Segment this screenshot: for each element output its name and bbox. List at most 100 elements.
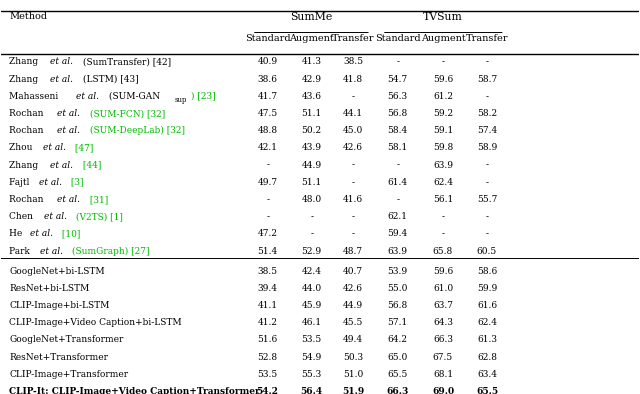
Text: 53.9: 53.9	[388, 267, 408, 276]
Text: 42.9: 42.9	[301, 74, 322, 84]
Text: 48.8: 48.8	[258, 126, 278, 135]
Text: 59.9: 59.9	[477, 284, 497, 293]
Text: 61.3: 61.3	[477, 335, 497, 344]
Text: 40.7: 40.7	[343, 267, 363, 276]
Text: 46.1: 46.1	[301, 318, 322, 327]
Text: Fajtl: Fajtl	[9, 178, 32, 187]
Text: 61.2: 61.2	[433, 92, 453, 101]
Text: -: -	[486, 212, 488, 221]
Text: Zhang: Zhang	[9, 58, 41, 66]
Text: -: -	[486, 160, 488, 169]
Text: 64.3: 64.3	[433, 318, 453, 327]
Text: 41.6: 41.6	[343, 195, 363, 204]
Text: 40.9: 40.9	[258, 58, 278, 66]
Text: Rochan: Rochan	[9, 195, 47, 204]
Text: [10]: [10]	[60, 229, 81, 238]
Text: 65.8: 65.8	[433, 247, 453, 255]
Text: 58.1: 58.1	[388, 143, 408, 152]
Text: 55.0: 55.0	[388, 284, 408, 293]
Text: 62.4: 62.4	[433, 178, 453, 187]
Text: Method: Method	[9, 12, 47, 21]
Text: [31]: [31]	[86, 195, 108, 204]
Text: 49.7: 49.7	[258, 178, 278, 187]
Text: et al.: et al.	[44, 212, 67, 221]
Text: 56.8: 56.8	[388, 109, 408, 118]
Text: 56.3: 56.3	[388, 92, 408, 101]
Text: GoogleNet+Transformer: GoogleNet+Transformer	[9, 335, 124, 344]
Text: 64.2: 64.2	[388, 335, 408, 344]
Text: [44]: [44]	[80, 160, 101, 169]
Text: et al.: et al.	[50, 160, 73, 169]
Text: 41.7: 41.7	[258, 92, 278, 101]
Text: 58.4: 58.4	[388, 126, 408, 135]
Text: (SUM-DeepLab) [32]: (SUM-DeepLab) [32]	[86, 126, 184, 135]
Text: 62.1: 62.1	[388, 212, 408, 221]
Text: 48.7: 48.7	[343, 247, 363, 255]
Text: Park: Park	[9, 247, 33, 255]
Text: He: He	[9, 229, 25, 238]
Text: 61.0: 61.0	[433, 284, 453, 293]
Text: 42.6: 42.6	[343, 143, 363, 152]
Text: TVSum: TVSum	[423, 12, 463, 22]
Text: Rochan: Rochan	[9, 126, 47, 135]
Text: 43.9: 43.9	[301, 143, 322, 152]
Text: CLIP-It: CLIP-Image+Video Caption+Transformer: CLIP-It: CLIP-Image+Video Caption+Transf…	[9, 387, 260, 394]
Text: 65.5: 65.5	[476, 387, 498, 394]
Text: -: -	[486, 229, 488, 238]
Text: 56.4: 56.4	[301, 387, 323, 394]
Text: et al.: et al.	[57, 126, 80, 135]
Text: Standard: Standard	[375, 34, 420, 43]
Text: 59.4: 59.4	[388, 229, 408, 238]
Text: Zhou: Zhou	[9, 143, 35, 152]
Text: Transfer: Transfer	[466, 34, 508, 43]
Text: Transfer: Transfer	[332, 34, 374, 43]
Text: 58.9: 58.9	[477, 143, 497, 152]
Text: 60.5: 60.5	[477, 247, 497, 255]
Text: CLIP-Image+Video Caption+bi-LSTM: CLIP-Image+Video Caption+bi-LSTM	[9, 318, 182, 327]
Text: 54.2: 54.2	[257, 387, 279, 394]
Text: 47.2: 47.2	[258, 229, 278, 238]
Text: 52.8: 52.8	[258, 353, 278, 362]
Text: 51.9: 51.9	[342, 387, 364, 394]
Text: -: -	[266, 195, 269, 204]
Text: 41.8: 41.8	[343, 74, 363, 84]
Text: Zhang: Zhang	[9, 160, 41, 169]
Text: 45.9: 45.9	[301, 301, 322, 310]
Text: -: -	[310, 212, 313, 221]
Text: et al.: et al.	[29, 229, 52, 238]
Text: 69.0: 69.0	[432, 387, 454, 394]
Text: 54.7: 54.7	[388, 74, 408, 84]
Text: 42.4: 42.4	[301, 267, 322, 276]
Text: -: -	[486, 92, 488, 101]
Text: Standard: Standard	[245, 34, 291, 43]
Text: (SUM-FCN) [32]: (SUM-FCN) [32]	[86, 109, 165, 118]
Text: -: -	[442, 58, 445, 66]
Text: -: -	[266, 212, 269, 221]
Text: 63.9: 63.9	[388, 247, 408, 255]
Text: ResNet+Transformer: ResNet+Transformer	[9, 353, 108, 362]
Text: 44.0: 44.0	[301, 284, 322, 293]
Text: Chen: Chen	[9, 212, 36, 221]
Text: 42.1: 42.1	[258, 143, 278, 152]
Text: Zhang: Zhang	[9, 74, 41, 84]
Text: 44.9: 44.9	[343, 301, 363, 310]
Text: 61.6: 61.6	[477, 301, 497, 310]
Text: 44.1: 44.1	[343, 109, 363, 118]
Text: (SumTransfer) [42]: (SumTransfer) [42]	[80, 58, 171, 66]
Text: (SUM-GAN: (SUM-GAN	[106, 92, 159, 101]
Text: 51.1: 51.1	[301, 109, 322, 118]
Text: 45.5: 45.5	[343, 318, 364, 327]
Text: 55.3: 55.3	[301, 370, 322, 379]
Text: et al.: et al.	[40, 247, 63, 255]
Text: 57.4: 57.4	[477, 126, 497, 135]
Text: Augment: Augment	[289, 34, 334, 43]
Text: 38.5: 38.5	[343, 58, 363, 66]
Text: -: -	[486, 58, 488, 66]
Text: 56.8: 56.8	[388, 301, 408, 310]
Text: GoogleNet+bi-LSTM: GoogleNet+bi-LSTM	[9, 267, 105, 276]
Text: 41.3: 41.3	[301, 58, 322, 66]
Text: 51.4: 51.4	[258, 247, 278, 255]
Text: -: -	[442, 229, 445, 238]
Text: 49.4: 49.4	[343, 335, 363, 344]
Text: 53.5: 53.5	[301, 335, 322, 344]
